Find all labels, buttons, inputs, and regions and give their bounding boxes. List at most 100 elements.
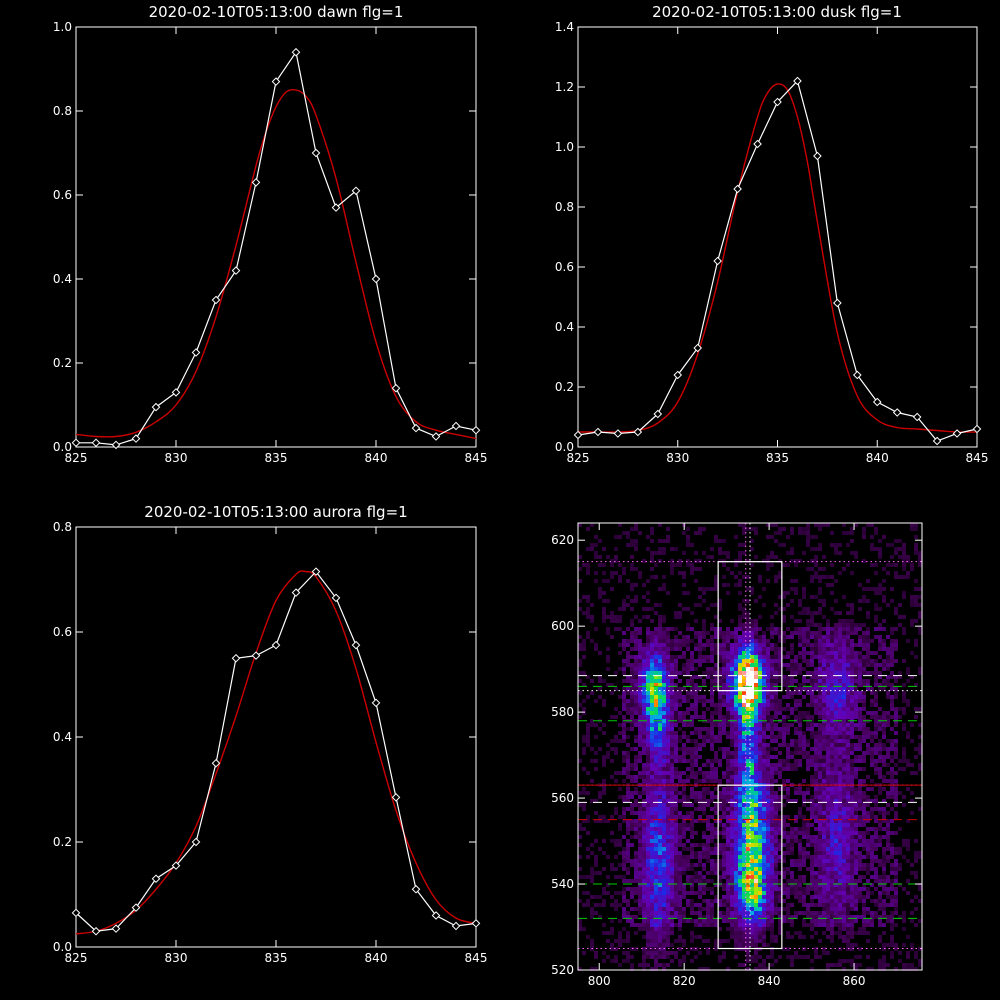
heatmap-cell [746,775,750,779]
heatmap-cell [722,563,726,567]
heatmap-cell [658,647,662,651]
heatmap-cell [826,839,830,843]
heatmap-cell [706,639,710,643]
heatmap-cell [722,687,726,691]
heatmap-cell [834,807,838,811]
heatmap-cell [754,659,758,663]
heatmap-cell [818,819,822,823]
heatmap-cell [614,739,618,743]
heatmap-cell [618,851,622,855]
heatmap-cell [702,647,706,651]
heatmap-cell [618,643,622,647]
heatmap-cell [622,807,626,811]
heatmap-cell [734,895,738,899]
heatmap-cell [670,879,674,883]
heatmap-cell [742,659,746,663]
heatmap-cell [778,819,782,823]
heatmap-cell [638,671,642,675]
heatmap-cell [814,883,818,887]
heatmap-cell [834,891,838,895]
heatmap-cell [786,883,790,887]
heatmap-cell [834,887,838,891]
heatmap-cell [738,791,742,795]
heatmap-cell [682,575,686,579]
heatmap-cell [846,675,850,679]
heatmap-cell [810,679,814,683]
heatmap-cell [670,871,674,875]
y-tick-label: 0.6 [53,625,72,639]
heatmap-cell [734,767,738,771]
heatmap-cell [726,803,730,807]
heatmap-cell [886,663,890,667]
heatmap-cell [650,811,654,815]
heatmap-cell [646,675,650,679]
heatmap-cell [818,739,822,743]
heatmap-cell [806,639,810,643]
heatmap-cell [674,811,678,815]
heatmap-cell [826,767,830,771]
heatmap-cell [782,803,786,807]
heatmap-cell [798,883,802,887]
heatmap-cell [694,855,698,859]
heatmap-cell [894,851,898,855]
heatmap-cell [878,671,882,675]
heatmap-cell [734,743,738,747]
heatmap-cell [854,891,858,895]
heatmap-cell [822,803,826,807]
heatmap-cell [770,863,774,867]
heatmap-cell [702,679,706,683]
heatmap-cell [802,683,806,687]
heatmap-cell [894,795,898,799]
heatmap-cell [746,843,750,847]
heatmap-cell [662,655,666,659]
heatmap-cell [874,795,878,799]
heatmap-cell [694,747,698,751]
heatmap-cell [602,615,606,619]
heatmap-cell [722,899,726,903]
heatmap-cell [854,807,858,811]
heatmap-cell [770,835,774,839]
heatmap-cell [838,767,842,771]
heatmap-cell [898,791,902,795]
heatmap-cell [886,847,890,851]
heatmap-cell [662,723,666,727]
heatmap-cell [658,767,662,771]
heatmap-cell [878,675,882,679]
heatmap-cell [662,791,666,795]
heatmap-cell [782,543,786,547]
heatmap-cell [770,727,774,731]
heatmap-cell [782,655,786,659]
heatmap-cell [766,663,770,667]
heatmap-cell [662,635,666,639]
heatmap-cell [798,731,802,735]
heatmap-cell [658,867,662,871]
heatmap-cell [734,679,738,683]
heatmap-cell [782,727,786,731]
heatmap-cell [806,787,810,791]
heatmap-cell [638,631,642,635]
heatmap-cell [818,863,822,867]
heatmap-cell [662,627,666,631]
heatmap-cell [862,867,866,871]
heatmap-cell [586,735,590,739]
heatmap-cell [618,823,622,827]
heatmap-cell [686,779,690,783]
heatmap-cell [818,843,822,847]
heatmap-cell [890,563,894,567]
heatmap-cell [622,687,626,691]
heatmap-cell [666,643,670,647]
data-point-marker [71,438,81,448]
heatmap-cell [910,871,914,875]
heatmap-cell [846,543,850,547]
heatmap-cell [910,791,914,795]
heatmap-cell [658,759,662,763]
heatmap-cell [826,695,830,699]
heatmap-cell [918,595,922,599]
heatmap-cell [658,663,662,667]
heatmap-cell [642,651,646,655]
heatmap-cell [766,847,770,851]
heatmap-cell [874,731,878,735]
heatmap-cell [662,671,666,675]
heatmap-cell [798,635,802,639]
heatmap-cell [874,603,878,607]
